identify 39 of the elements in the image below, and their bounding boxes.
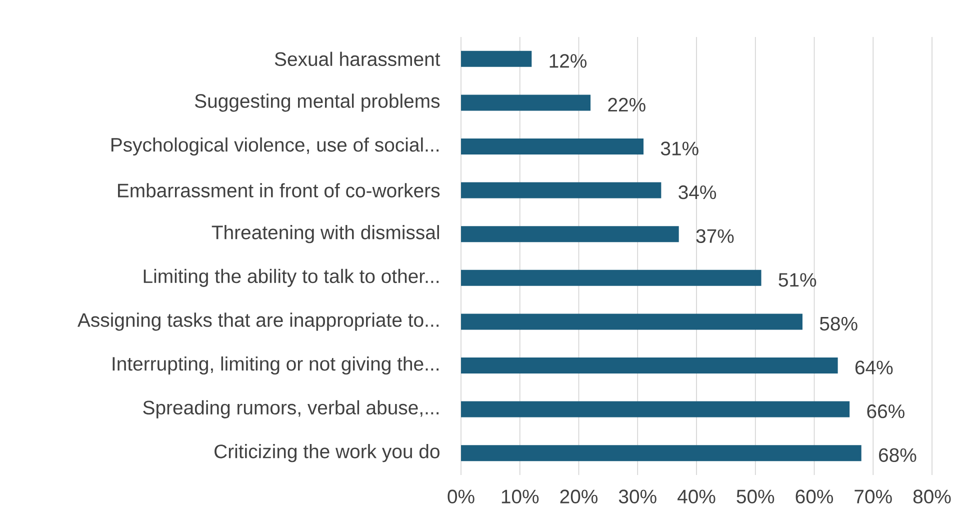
- y-tick-label: Interrupting, limiting or not giving the...: [112, 356, 439, 375]
- data-label: 31%: [660, 142, 698, 156]
- y-tick-label: Spreading rumors, verbal abuse,...: [143, 400, 438, 418]
- data-label: 22%: [608, 98, 646, 112]
- bar: [461, 50, 532, 67]
- data-label: 12%: [550, 54, 587, 68]
- bar: [461, 445, 862, 462]
- x-tick-label: 60%: [796, 490, 833, 504]
- bar: [461, 401, 850, 418]
- bar: [461, 270, 762, 286]
- x-tick-label: 30%: [618, 490, 656, 504]
- y-tick-label: Sexual harassment: [274, 52, 440, 66]
- y-tick-label: Embarrassment in front of co-workers: [118, 183, 440, 198]
- data-label: 68%: [879, 448, 916, 462]
- x-tick-label: 50%: [736, 490, 774, 504]
- x-tick-label: 40%: [678, 490, 716, 504]
- bar: [461, 182, 662, 198]
- bar: [461, 226, 679, 242]
- data-label: 66%: [867, 404, 904, 418]
- y-tick-label: Suggesting mental problems: [194, 94, 440, 112]
- x-tick-label: 80%: [913, 490, 951, 504]
- data-label: 58%: [820, 316, 858, 331]
- bar: [461, 314, 802, 330]
- data-label: 64%: [855, 360, 893, 374]
- x-tick-label: 20%: [560, 490, 598, 504]
- y-tick-label: Criticizing the work you do: [214, 444, 440, 462]
- x-tick-label: 0%: [448, 490, 474, 504]
- y-tick-label: Limiting the ability to talk to other...: [144, 268, 439, 287]
- y-tick-label: Psychological violence, use of social...: [111, 137, 438, 156]
- x-tick-label: 70%: [854, 490, 892, 504]
- data-label: 37%: [696, 229, 734, 243]
- y-tick-label: Assigning tasks that are inappropriate to...: [78, 312, 438, 331]
- data-label: 34%: [678, 185, 716, 200]
- x-tick-label: 10%: [502, 490, 539, 504]
- bar: [461, 94, 591, 111]
- y-tick-label: Threatening with dismissal: [212, 225, 439, 244]
- data-label: 51%: [778, 273, 816, 287]
- bar: [461, 358, 838, 374]
- bar: [461, 138, 644, 155]
